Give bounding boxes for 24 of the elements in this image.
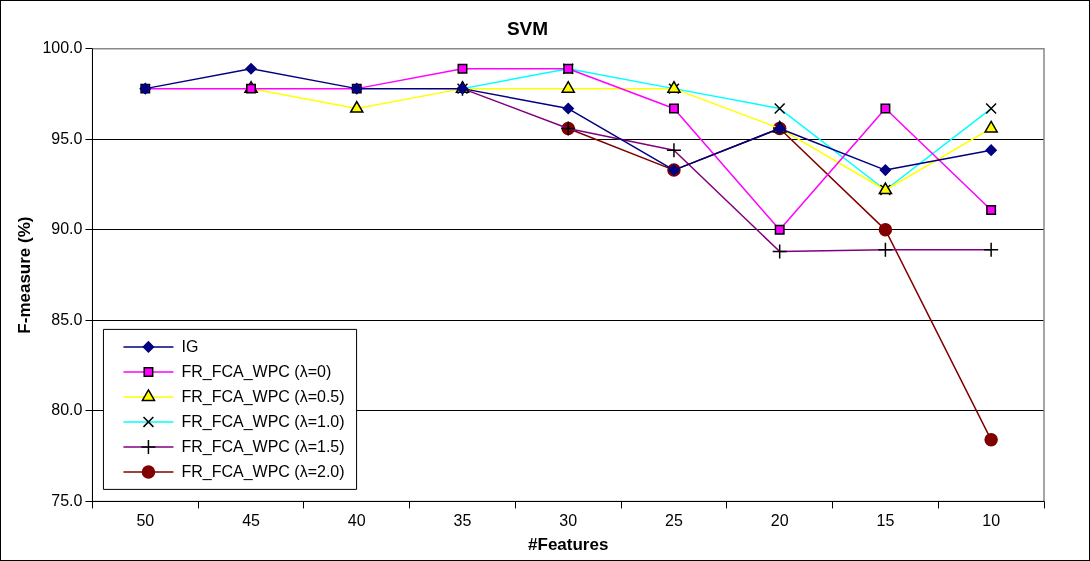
y-tick-label: 100.0 — [42, 39, 83, 57]
y-tick-label: 80.0 — [51, 401, 83, 419]
legend-label: FR_FCA_WPC (λ=0) — [181, 363, 332, 382]
y-tick-label: 75.0 — [51, 491, 83, 509]
x-tick-label: 50 — [136, 512, 155, 530]
legend-label: FR_FCA_WPC (λ=1.0) — [181, 413, 345, 432]
legend-label: FR_FCA_WPC (λ=0.5) — [181, 388, 345, 407]
x-tick-label: 45 — [242, 512, 261, 530]
y-tick-label: 85.0 — [51, 310, 83, 328]
x-tick-label: 10 — [982, 512, 1001, 530]
legend-label: IG — [181, 338, 199, 356]
x-tick-label: 15 — [876, 512, 895, 530]
y-tick-label: 90.0 — [51, 220, 83, 238]
chart-title: SVM — [506, 17, 549, 39]
legend-label: FR_FCA_WPC (λ=2.0) — [181, 463, 345, 482]
x-tick-label: 35 — [453, 512, 472, 530]
y-tick-label: 95.0 — [51, 129, 83, 147]
y-axis-title: F-measure (%) — [14, 216, 34, 334]
x-tick-label: 30 — [559, 512, 578, 530]
x-tick-label: 20 — [770, 512, 789, 530]
x-tick-label: 25 — [665, 512, 683, 530]
legend-label: FR_FCA_WPC (λ=1.5) — [181, 438, 345, 457]
x-tick-label: 40 — [347, 512, 366, 530]
x-axis-title: #Features — [528, 535, 609, 555]
